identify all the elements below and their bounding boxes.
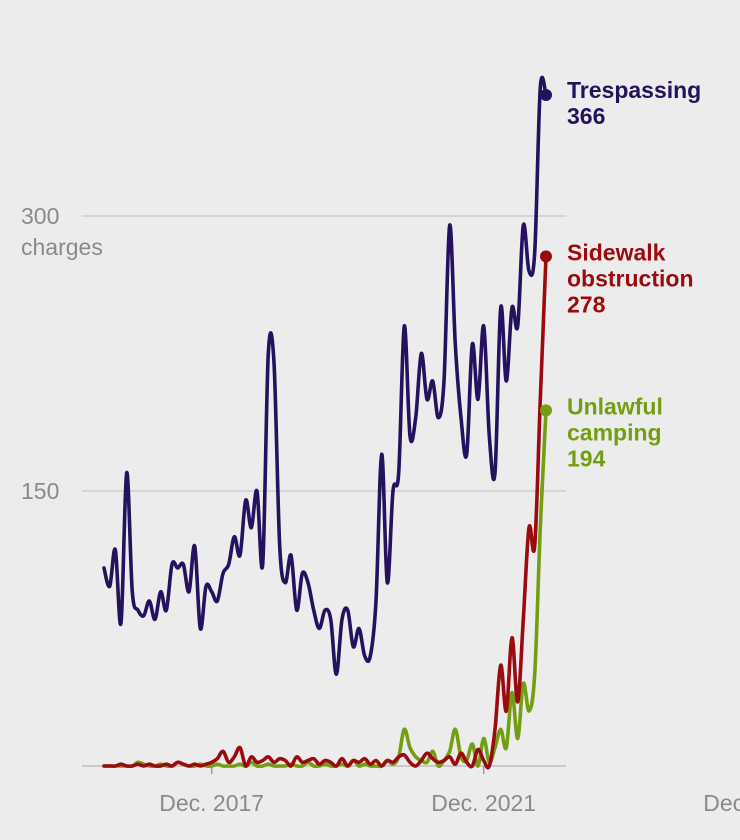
series-end-label-2-0: Unlawful [567, 393, 663, 419]
series-end-label-0-1: 366 [567, 103, 605, 129]
x-tick-label-1: Dec. 2021 [431, 790, 536, 816]
series-end-label-2-2: 194 [567, 445, 606, 471]
end-marker-2 [540, 404, 552, 417]
series-end-label-0-0: Trespassing [567, 77, 701, 103]
series-lines [102, 75, 548, 770]
end-marker-1 [540, 250, 552, 263]
y-tick-label-300: 300 [21, 203, 59, 229]
y-axis-labels: charges 150 300 [21, 203, 103, 504]
x-tick-label-2: Dec. 2025 [703, 790, 740, 816]
series-end-label-1-1: obstruction [567, 265, 694, 291]
series-line-0 [102, 75, 548, 677]
y-axis-unit-label: charges [21, 234, 103, 260]
x-axis: Dec. 2017 Dec. 2021 Dec. 2025 [159, 766, 740, 816]
x-tick-label-0: Dec. 2017 [159, 790, 264, 816]
series-end-label-2-1: camping [567, 419, 662, 445]
end-marker-0 [540, 89, 552, 101]
end-markers [540, 89, 552, 417]
gridlines [82, 215, 566, 767]
y-tick-label-150: 150 [21, 478, 59, 504]
series-end-label-1-0: Sidewalk [567, 239, 666, 265]
series-line-1 [102, 254, 548, 770]
series-end-label-1-2: 278 [567, 291, 606, 317]
